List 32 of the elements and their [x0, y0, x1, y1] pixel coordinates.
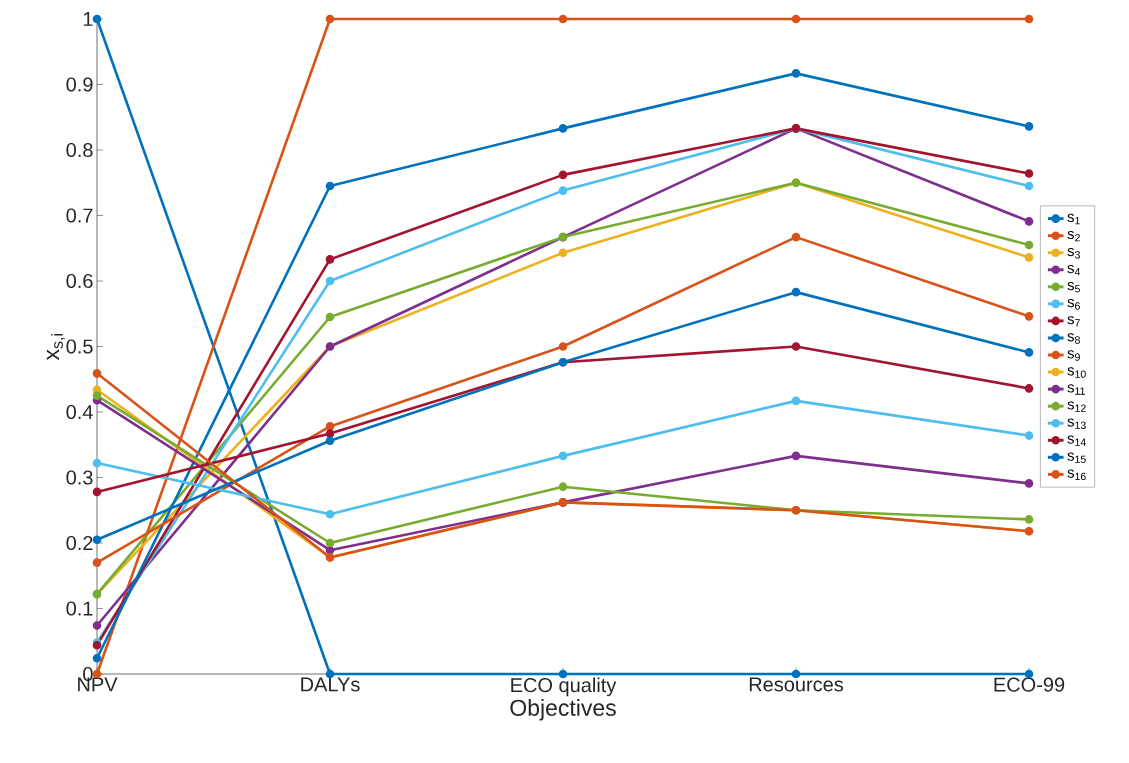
legend-label: s$_{8}$	[1067, 333, 1080, 344]
legend-label: s$_{5}$	[1067, 282, 1080, 293]
legend-label: s$_{15}$	[1067, 452, 1086, 463]
legend-label: s$_{6}$	[1067, 299, 1080, 310]
legend-label: s$_{1}$	[1067, 213, 1080, 225]
legend-label: s$_{10}$	[1067, 367, 1086, 378]
y-tick-label: 0.2	[66, 535, 93, 551]
y-tick-label: 0.3	[66, 470, 93, 485]
legend-label: s$_{9}$	[1067, 350, 1080, 361]
y-tick-label: 1	[83, 12, 93, 26]
legend-label: s$_{3}$	[1067, 247, 1080, 259]
y-tick-label: 0.6	[66, 273, 93, 289]
x-axis-title: Objectives	[510, 699, 616, 721]
legend-label: s$_{4}$	[1067, 265, 1081, 276]
x-tick-label: ECO quality	[511, 677, 617, 697]
legend-label: s$_{2}$	[1067, 230, 1080, 242]
x-tick-label: ECO-99	[994, 677, 1065, 692]
y-axis-title: x$_{s,i}$	[46, 334, 65, 361]
y-tick-label: 0.8	[66, 142, 93, 158]
y-tick-label: 0.1	[66, 601, 93, 616]
x-tick-label: Resources	[749, 677, 844, 692]
legend-label: s$_{7}$	[1067, 316, 1080, 327]
legend-label: s$_{12}$	[1067, 401, 1086, 412]
legend-label: s$_{14}$	[1067, 435, 1086, 446]
y-tick-label: 0.5	[66, 339, 93, 354]
legend-label: s$_{11}$	[1067, 384, 1085, 395]
y-tick-label: 0.4	[66, 404, 93, 420]
x-tick-label: DALYs	[301, 677, 360, 692]
legend-label: s$_{16}$	[1067, 469, 1086, 481]
y-tick-label: 0.9	[66, 77, 93, 92]
y-tick-label: 0.7	[66, 208, 93, 223]
legend-label: s$_{13}$	[1067, 418, 1086, 429]
